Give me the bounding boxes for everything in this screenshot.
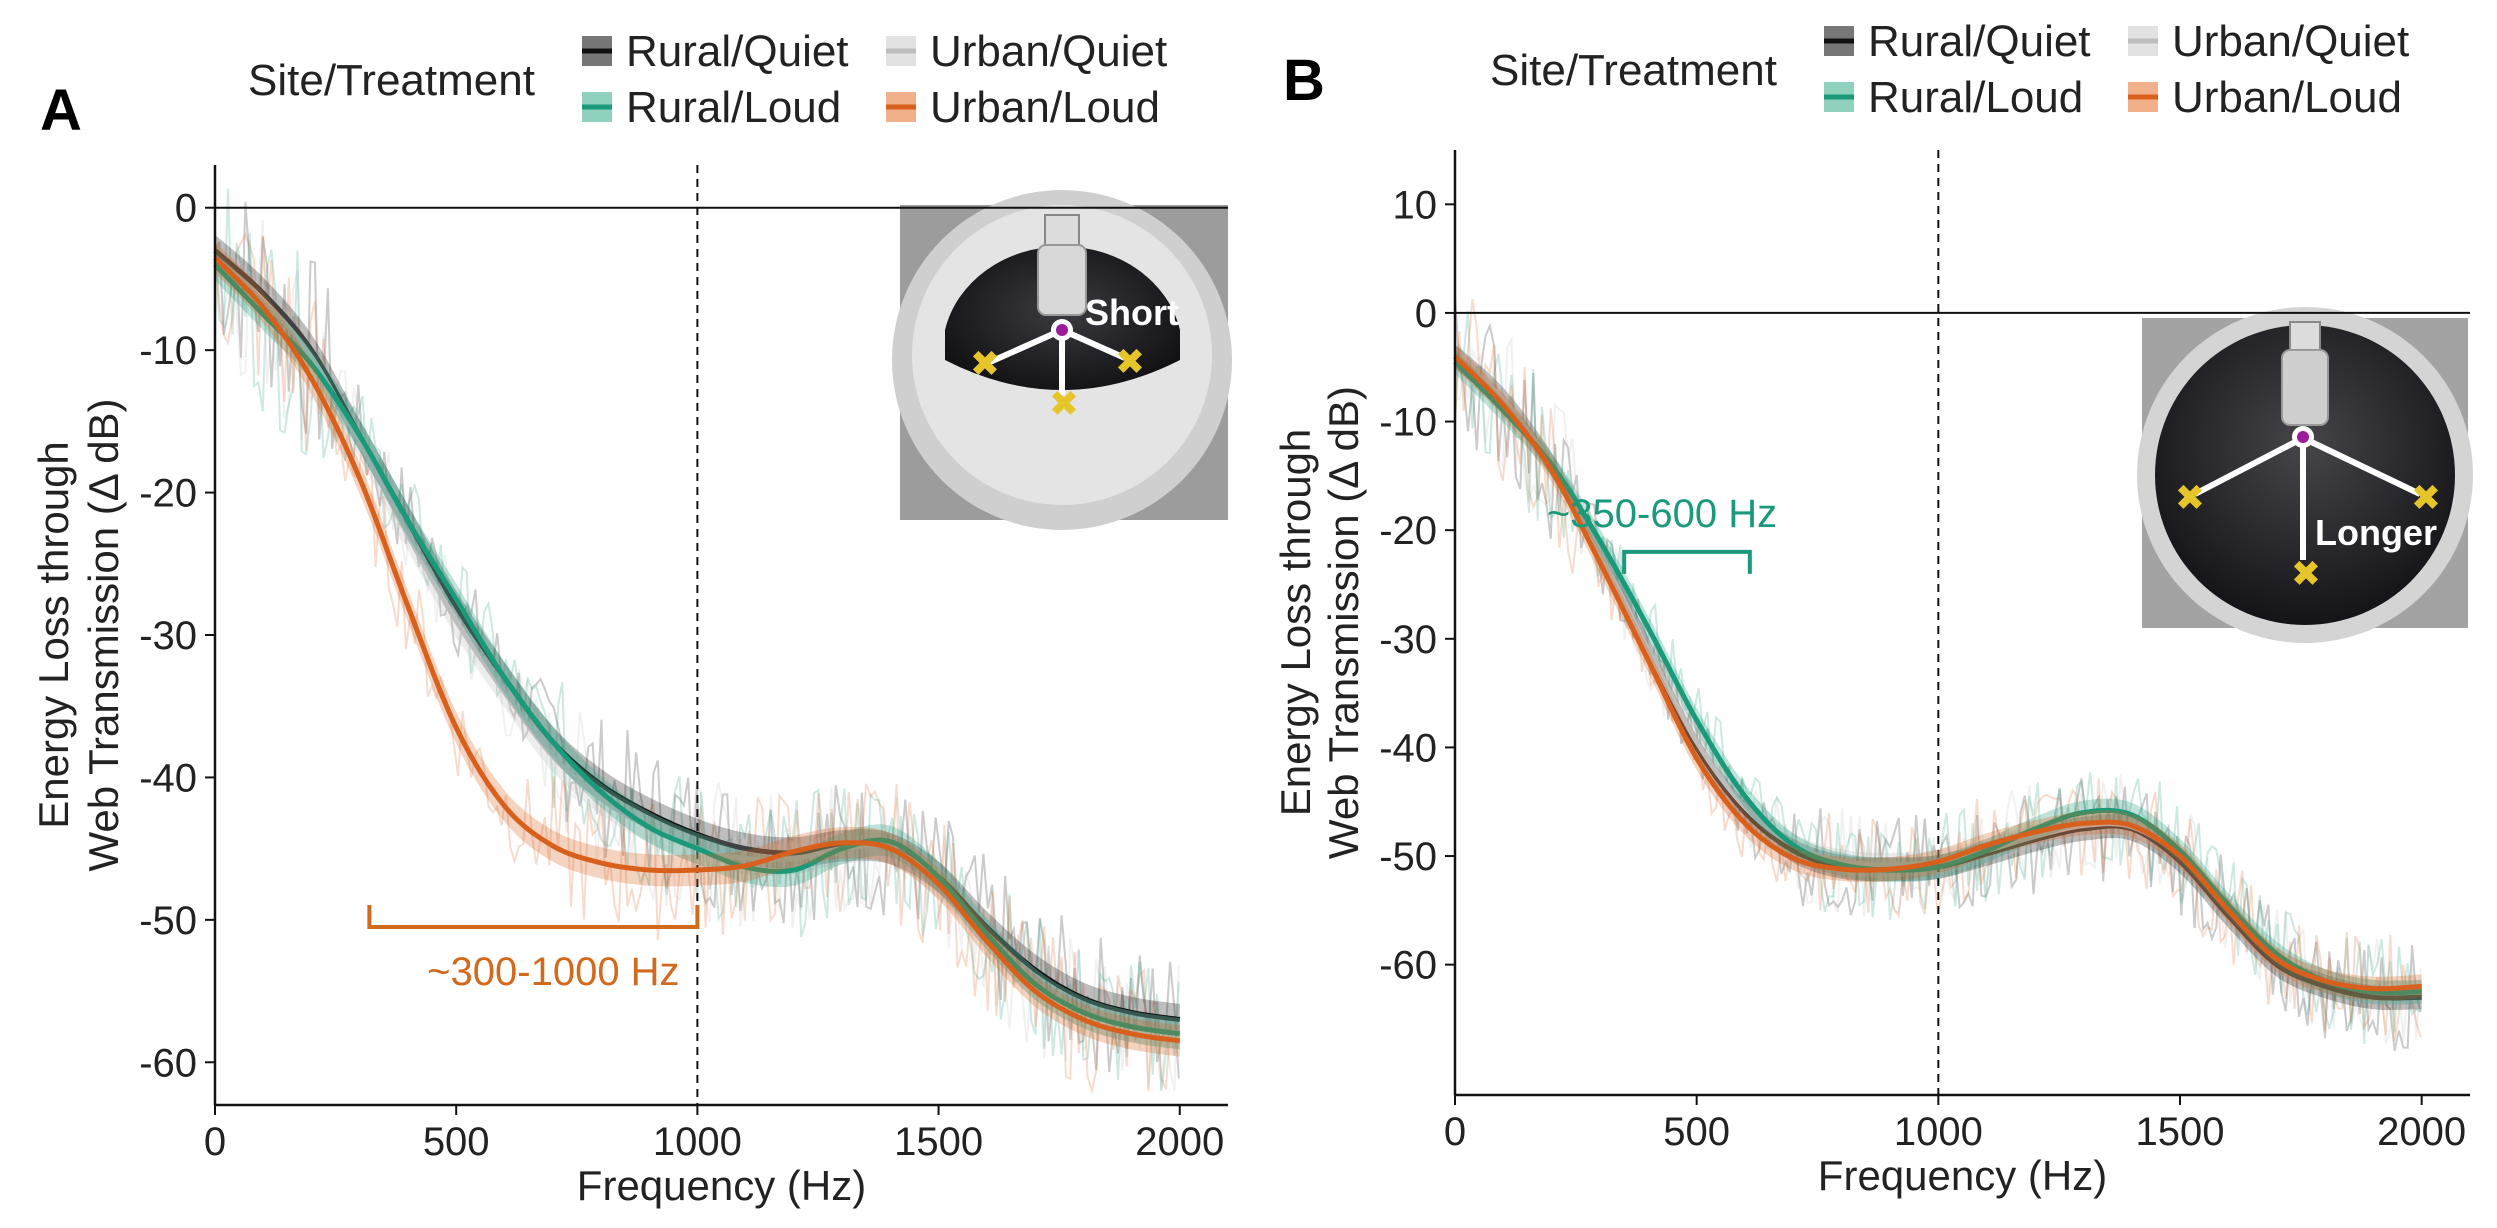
- y-tick-label: 10: [1393, 183, 1438, 227]
- x-tick-label: 2000: [1135, 1120, 1224, 1164]
- x-tick-label: 500: [423, 1120, 490, 1164]
- legend-entry-rural-quiet: Rural/Quiet: [626, 27, 849, 76]
- inset-photo-b: ✖ ✖ ✖ Longer: [2137, 307, 2473, 643]
- legend-title: Site/Treatment: [1490, 46, 1777, 95]
- x-tick-label: 1500: [2136, 1110, 2225, 1154]
- y-tick-label: -40: [139, 756, 197, 800]
- y-axis-label: Web Transmission (Δ dB): [80, 398, 127, 871]
- x-tick-label: 500: [1663, 1110, 1730, 1154]
- x-tick-label: 1500: [894, 1120, 983, 1164]
- y-tick-label: -10: [139, 329, 197, 373]
- y-axis-label: Energy Loss through: [30, 441, 77, 829]
- panel-label-b: B: [1283, 48, 1325, 113]
- confidence-band: [1455, 344, 2422, 1010]
- legend-a: Site/Treatment Rural/Quiet Urban/Quiet R…: [248, 27, 1167, 132]
- y-tick-label: 0: [175, 187, 197, 231]
- legend-entry-urban-loud: Urban/Loud: [2172, 73, 2402, 122]
- y-tick-label: -10: [1379, 401, 1437, 445]
- annotation-label: ~300-1000 Hz: [427, 950, 679, 994]
- inset-photo-a: ✖ ✖ ✖ Short: [892, 190, 1232, 530]
- x-marker: ✖: [1049, 383, 1079, 424]
- y-tick-label: 0: [1415, 292, 1437, 336]
- x-axis-label: Frequency (Hz): [577, 1162, 866, 1209]
- annotation-label: ~350-600 Hz: [1547, 492, 1777, 536]
- series-line-urban-loud: [1453, 354, 2422, 992]
- y-tick-label: -30: [1379, 618, 1437, 662]
- legend-b: Site/Treatment Rural/Quiet Urban/Quiet R…: [1490, 17, 2409, 122]
- x-tick-label: 1000: [653, 1120, 742, 1164]
- legend-title: Site/Treatment: [248, 56, 535, 105]
- x-marker: ✖: [970, 343, 1000, 384]
- y-tick-label: -40: [1379, 726, 1437, 770]
- x-tick-label: 1000: [1894, 1110, 1983, 1154]
- legend-entry-urban-quiet: Urban/Quiet: [2172, 17, 2409, 66]
- x-tick-label: 2000: [2377, 1110, 2466, 1154]
- x-tick-label: 0: [1444, 1110, 1466, 1154]
- y-tick-label: -20: [1379, 509, 1437, 553]
- inset-label-b: Longer: [2315, 512, 2437, 553]
- x-marker: ✖: [2175, 477, 2205, 518]
- y-tick-label: -30: [139, 614, 197, 658]
- panel-b: B Site/Treatment Rural/Quiet Urban/Quiet…: [1272, 17, 2473, 1199]
- y-tick-label: -50: [1379, 835, 1437, 879]
- series-line-rural-loud: [213, 262, 1181, 1037]
- y-axis-label: Energy Loss through: [1272, 429, 1319, 817]
- annotation-bracket: [1622, 549, 1752, 574]
- y-axis-label: Web Transmission (Δ dB): [1320, 386, 1367, 859]
- confidence-band: [1455, 349, 2422, 1005]
- confidence-band: [1455, 344, 2422, 1001]
- y-tick-label: -60: [1379, 944, 1437, 988]
- annotation-bracket: [367, 904, 700, 929]
- legend-entry-rural-loud: Rural/Loud: [626, 83, 841, 132]
- y-tick-label: -60: [139, 1041, 197, 1085]
- x-marker: ✖: [2411, 477, 2441, 518]
- series-line-rural-loud: [1453, 360, 2422, 996]
- x-tick-label: 0: [204, 1120, 226, 1164]
- inset-label-a: Short: [1085, 292, 1179, 333]
- panel-label-a: A: [40, 78, 82, 143]
- plot-b: 0 500 1000 1500 2000 10 0 -10 -20 -30 -40 -50 -60 Fre…: [1272, 150, 2470, 1199]
- x-axis-label: Frequency (Hz): [1818, 1152, 2107, 1199]
- x-marker: ✖: [1115, 341, 1145, 382]
- panel-a: A Site/Treatment Rural/Quiet Urban/Quiet…: [30, 27, 1232, 1209]
- legend-entry-rural-loud: Rural/Loud: [1868, 73, 2083, 122]
- legend-entry-rural-quiet: Rural/Quiet: [1868, 17, 2091, 66]
- plot-a: 0 500 1000 1500 2000 0 -10 -20 -30 -40 -50 -60 Frequ…: [30, 165, 1228, 1209]
- y-tick-label: -20: [139, 472, 197, 516]
- x-marker: ✖: [2291, 553, 2321, 594]
- y-tick-label: -50: [139, 899, 197, 943]
- legend-entry-urban-quiet: Urban/Quiet: [930, 27, 1167, 76]
- confidence-band: [1455, 344, 2422, 1005]
- legend-entry-urban-loud: Urban/Loud: [930, 83, 1160, 132]
